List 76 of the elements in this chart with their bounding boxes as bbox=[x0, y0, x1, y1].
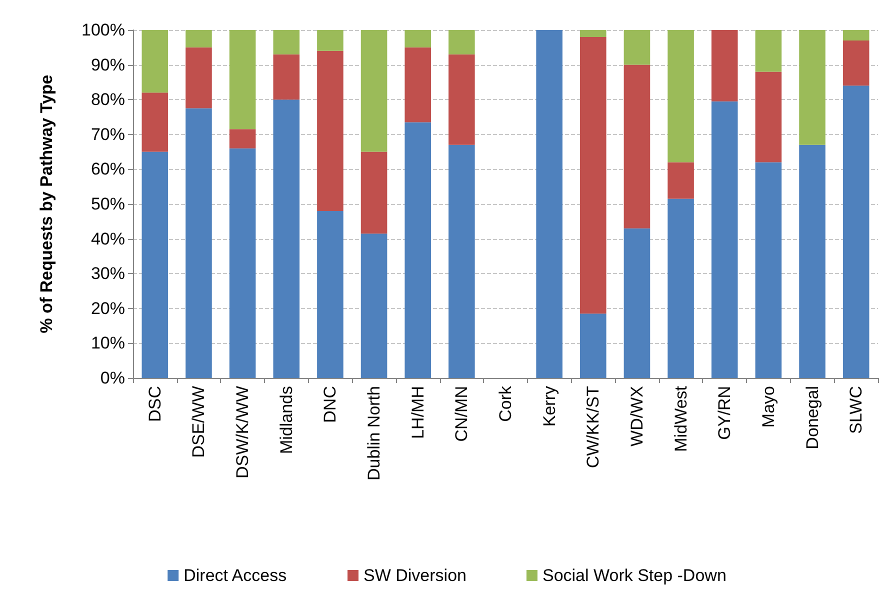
y-axis-title: % of Requests by Pathway Type bbox=[37, 74, 56, 334]
bar bbox=[755, 72, 782, 162]
x-tick-label: DSE/WW bbox=[189, 386, 208, 458]
bar bbox=[404, 122, 431, 378]
bar bbox=[842, 40, 870, 86]
bar bbox=[229, 30, 256, 130]
y-tick-label: 60% bbox=[90, 160, 125, 179]
bar bbox=[273, 100, 300, 378]
bar bbox=[624, 228, 650, 378]
x-tick-label: Cork bbox=[496, 386, 515, 422]
bar bbox=[580, 314, 606, 378]
bar bbox=[755, 162, 782, 378]
bar bbox=[317, 210, 344, 378]
bar bbox=[142, 92, 168, 152]
y-tick-label: 70% bbox=[90, 124, 125, 144]
x-tick-label: GY/RN bbox=[715, 386, 734, 440]
bar bbox=[799, 144, 826, 378]
x-tick-label: DSW/K/WW bbox=[233, 386, 252, 479]
bar bbox=[668, 198, 694, 378]
bar bbox=[229, 129, 256, 148]
x-tick-label: Donegal bbox=[802, 386, 822, 450]
bar bbox=[360, 234, 388, 378]
x-tick-label: Mayo bbox=[758, 386, 778, 428]
bar bbox=[273, 54, 300, 100]
bar bbox=[755, 30, 782, 72]
x-tick-label: LH/MH bbox=[408, 386, 428, 439]
legend-label: Social Work Step -Down bbox=[542, 566, 726, 585]
y-tick-label: 100% bbox=[82, 20, 125, 40]
bar bbox=[624, 64, 650, 228]
bar bbox=[448, 30, 475, 54]
x-tick-label: WD/WX bbox=[627, 386, 646, 446]
bar bbox=[580, 30, 606, 37]
bar bbox=[842, 30, 870, 40]
bar bbox=[360, 152, 388, 234]
y-tick-label: 90% bbox=[90, 55, 125, 74]
x-tick-label: Kerry bbox=[540, 386, 559, 427]
bar bbox=[273, 30, 300, 54]
bar bbox=[229, 148, 256, 378]
x-tick-label: DSC bbox=[145, 386, 164, 422]
bar bbox=[711, 30, 738, 102]
bar bbox=[842, 86, 870, 378]
x-tick-label: DNC bbox=[320, 386, 340, 423]
bar bbox=[668, 162, 694, 199]
bar bbox=[536, 30, 562, 378]
bar bbox=[404, 30, 431, 48]
x-tick-label: Dublin North bbox=[364, 386, 384, 480]
bar bbox=[448, 144, 475, 378]
bar bbox=[580, 36, 606, 314]
y-tick-label: 0% bbox=[100, 368, 125, 388]
bar bbox=[360, 30, 388, 152]
y-tick-label: 40% bbox=[90, 229, 125, 248]
y-tick-label: 10% bbox=[90, 334, 125, 353]
bar bbox=[711, 101, 738, 378]
x-tick-label: MidWest bbox=[671, 386, 690, 452]
bar bbox=[799, 30, 826, 145]
bar bbox=[668, 30, 694, 162]
bar bbox=[142, 152, 168, 378]
legend-label: SW Diversion bbox=[364, 566, 466, 585]
x-tick-label: CW/KK/ST bbox=[584, 386, 603, 468]
y-tick-label: 50% bbox=[90, 194, 125, 214]
y-tick-label: 30% bbox=[90, 264, 125, 284]
x-tick-label: CN/MN bbox=[452, 386, 472, 442]
bar bbox=[448, 54, 475, 145]
bar bbox=[317, 50, 344, 211]
y-tick-label: 80% bbox=[90, 90, 125, 110]
bar bbox=[186, 47, 212, 108]
bar bbox=[624, 30, 650, 65]
y-tick-label: 20% bbox=[90, 298, 125, 318]
bar bbox=[186, 30, 212, 48]
bar bbox=[142, 30, 168, 93]
x-tick-label: Midlands bbox=[276, 386, 296, 454]
legend-label: Direct Access bbox=[184, 566, 287, 585]
x-tick-label: SLWC bbox=[846, 386, 866, 434]
bar bbox=[404, 47, 431, 122]
bar bbox=[317, 30, 344, 51]
bar bbox=[186, 108, 212, 378]
